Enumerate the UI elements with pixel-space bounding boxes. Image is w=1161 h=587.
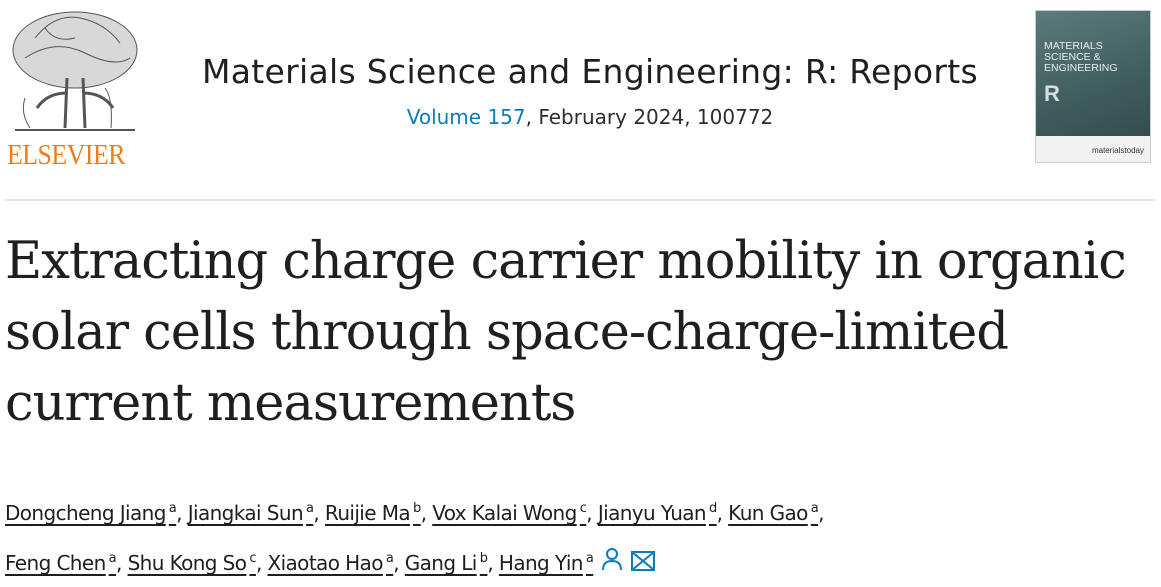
affiliation-marker: a: [385, 551, 394, 566]
author-name: Feng Chen: [5, 551, 106, 575]
affiliation-marker: c: [579, 501, 587, 516]
author-list: Dongcheng Jiang a, Jiangkai Sun a, Ruijie …: [5, 486, 1155, 587]
affiliation-marker: c: [249, 551, 256, 566]
author-link[interactable]: Jianyu Yuan d: [598, 501, 717, 525]
journal-cover-image[interactable]: MATERIALS SCIENCE & ENGINEERING R materi…: [1035, 10, 1151, 163]
cover-footer: [1036, 136, 1150, 162]
elsevier-wordmark: ELSEVIER: [7, 140, 125, 171]
affiliation-marker: a: [108, 551, 117, 566]
author-name: Hang Yin: [498, 551, 584, 575]
author-name: Jiangkai Sun: [187, 501, 304, 525]
person-icon[interactable]: [601, 542, 623, 587]
affiliation-marker: a: [585, 551, 594, 566]
journal-title: Materials Science and Engineering: R: Re…: [202, 52, 978, 91]
author-name: Ruijie Ma: [324, 501, 411, 525]
author-link[interactable]: Dongcheng Jiang a: [5, 501, 177, 525]
author-name: Xiaotao Hao: [267, 551, 383, 575]
author-link[interactable]: Feng Chen a: [5, 551, 117, 575]
issue-info: Volume 157, February 2024, 100772: [150, 105, 1030, 129]
author-name: Gang Li: [404, 551, 478, 575]
author-name: Shu Kong So: [127, 551, 247, 575]
journal-header: Materials Science and Engineering: R: Re…: [150, 52, 1030, 129]
author-link[interactable]: Shu Kong So c: [127, 551, 257, 575]
header-divider: [5, 199, 1155, 201]
author-link[interactable]: Gang Li b: [405, 551, 488, 575]
author-name: Kun Gao: [728, 501, 808, 525]
author-name: Jianyu Yuan: [597, 501, 707, 525]
affiliation-marker: d: [709, 501, 717, 516]
article-title: Extracting charge carrier mobility in or…: [5, 232, 1127, 433]
author-link[interactable]: Ruijie Ma b: [325, 501, 421, 525]
author-link[interactable]: Hang Yin a: [498, 551, 594, 575]
cover-letter: R: [1044, 81, 1060, 106]
journal-title-link[interactable]: Materials Science and Engineering: R: Re…: [150, 52, 1030, 91]
elsevier-tree-icon: [12, 11, 138, 131]
author-name: Dongcheng Jiang: [5, 501, 166, 525]
affiliation-marker: a: [168, 501, 177, 516]
volume-link[interactable]: Volume 157: [406, 105, 526, 129]
author-link[interactable]: Vox Kalai Wong c: [432, 501, 587, 525]
affiliation-marker: b: [479, 551, 488, 566]
issue-details: , February 2024, 100772: [525, 105, 774, 129]
affiliation-marker: a: [306, 501, 314, 516]
author-link[interactable]: Kun Gao a: [728, 501, 819, 525]
author-link[interactable]: Xiaotao Hao a: [267, 551, 393, 575]
affiliation-marker: b: [413, 501, 421, 516]
elsevier-logo[interactable]: ELSEVIER: [5, 8, 143, 171]
author-link[interactable]: Jiangkai Sun a: [188, 501, 314, 525]
author-name: Vox Kalai Wong: [432, 501, 577, 525]
cover-brand: materialstoday: [1091, 146, 1144, 155]
affiliation-marker: a: [810, 501, 819, 516]
cover-title: MATERIALS SCIENCE & ENGINEERING: [1044, 40, 1118, 74]
mail-icon[interactable]: [631, 542, 656, 587]
